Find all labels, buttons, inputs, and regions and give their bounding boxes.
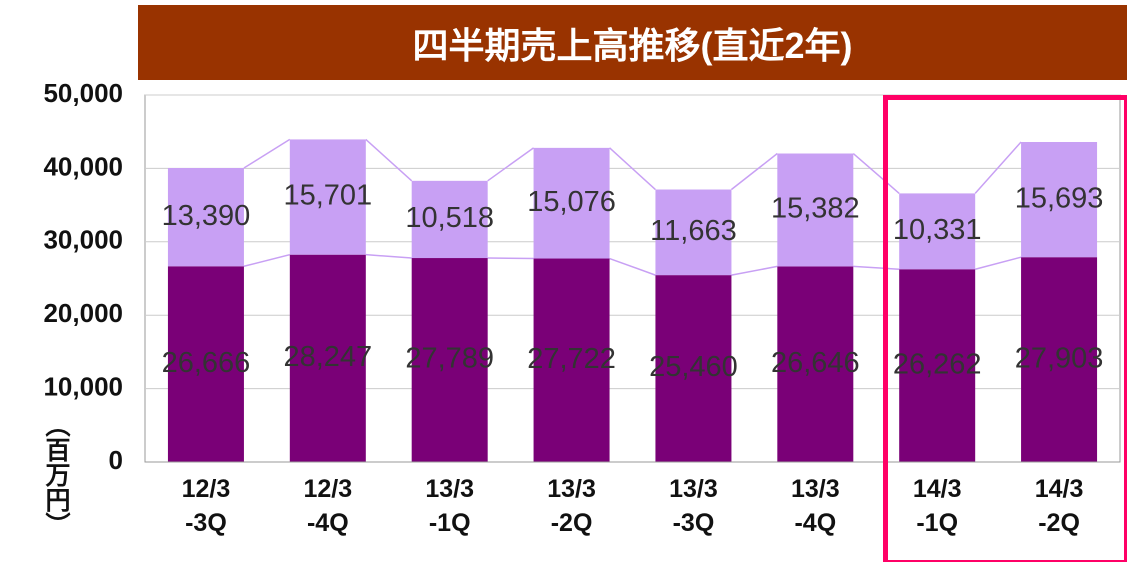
data-label: 15,701 <box>283 180 372 212</box>
y-tick-label: 30,000 <box>43 225 123 255</box>
data-label: 11,663 <box>650 215 737 247</box>
y-tick-label: 40,000 <box>43 151 123 181</box>
data-label: 10,331 <box>893 214 982 246</box>
data-label: 10,518 <box>405 202 494 234</box>
data-label: 27,789 <box>405 343 494 375</box>
connector-line <box>730 152 778 191</box>
data-label: 15,382 <box>771 193 860 225</box>
connector-line <box>243 138 291 169</box>
connector-line <box>365 253 412 259</box>
x-tick-label: 13/3 -3Q <box>669 475 718 537</box>
connector-line <box>243 253 290 267</box>
highlight-box <box>883 95 1127 562</box>
y-axis-label: （百万円） <box>42 412 70 537</box>
connector-line <box>487 147 535 182</box>
connector-line <box>731 265 778 276</box>
bar-segment <box>167 167 244 267</box>
x-tick-label: 13/3 -2Q <box>547 475 596 537</box>
x-tick-label: 12/3 -3Q <box>181 475 231 537</box>
x-tick-label: 12/3 -4Q <box>303 475 353 537</box>
data-label: 15,693 <box>1015 182 1104 214</box>
connector-line <box>853 265 900 270</box>
connector-line <box>852 152 900 194</box>
y-tick-label: 50,000 <box>43 78 123 108</box>
data-label: 27,722 <box>527 343 616 375</box>
x-tick-label: 14/3 -2Q <box>1034 475 1084 537</box>
data-label: 27,903 <box>1015 342 1104 374</box>
bar-segment <box>655 275 732 462</box>
data-label: 25,460 <box>649 351 738 383</box>
bar-segment <box>1021 257 1098 462</box>
connector-line <box>974 141 1022 194</box>
data-label: 28,247 <box>283 341 372 373</box>
bar-segment <box>289 254 366 462</box>
bar-segment <box>533 258 610 462</box>
bar-segment <box>655 189 732 276</box>
bar-segment <box>899 269 976 462</box>
data-label: 13,390 <box>162 200 251 232</box>
data-label: 26,666 <box>162 347 251 379</box>
x-tick-label: 13/3 -4Q <box>790 475 840 537</box>
connector-line <box>609 147 656 191</box>
bar-segment <box>167 266 244 462</box>
bar-segment <box>1021 142 1098 258</box>
bar-segment <box>289 139 366 255</box>
connector-line <box>974 256 1022 270</box>
y-tick-label: 0 <box>109 445 123 475</box>
y-tick-label: 10,000 <box>43 371 123 401</box>
bar-segment <box>533 147 610 259</box>
data-label: 15,076 <box>527 186 616 218</box>
x-tick-label: 14/3 -1Q <box>912 475 962 537</box>
bar-segment <box>899 193 976 270</box>
bar-segment <box>777 153 854 267</box>
data-label: 26,262 <box>893 348 982 380</box>
y-tick-label: 20,000 <box>43 298 123 328</box>
data-label: 26,646 <box>771 347 860 379</box>
connector-line <box>609 257 656 276</box>
bar-segment <box>411 258 488 462</box>
connector-line <box>365 138 413 182</box>
bar-segment <box>777 266 854 462</box>
chart-title: 四半期売上高推移(直近2年) <box>138 5 1127 80</box>
x-tick-label: 13/3 -1Q <box>425 475 475 537</box>
bar-segment <box>411 180 488 259</box>
